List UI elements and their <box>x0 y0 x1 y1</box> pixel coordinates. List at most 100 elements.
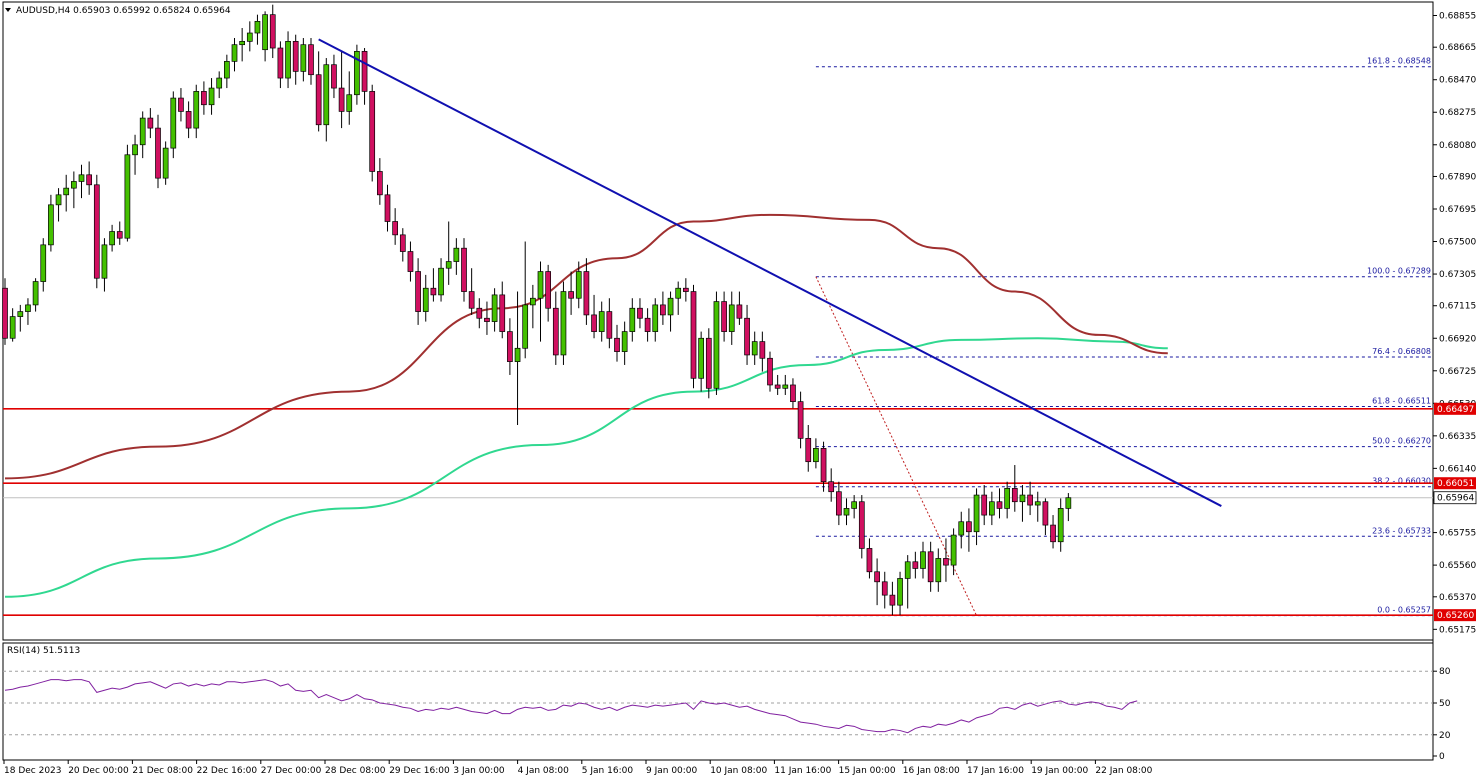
bullish-candle <box>17 311 24 317</box>
bearish-candle <box>468 291 475 309</box>
bullish-candle <box>988 501 995 516</box>
bearish-candle <box>331 64 337 89</box>
bullish-candle <box>1065 497 1072 509</box>
bullish-candle <box>629 307 636 332</box>
bearish-candle <box>858 501 865 549</box>
price-tick-label: 0.66725 <box>1439 367 1476 377</box>
bullish-candle <box>1057 508 1064 543</box>
rsi-tick-label: 80 <box>1439 667 1451 677</box>
trendline-layer <box>318 38 1222 507</box>
bearish-candle <box>155 127 161 179</box>
bullish-candle <box>48 204 54 246</box>
bearish-candle <box>86 174 93 186</box>
price-tick-label: 0.65560 <box>1439 561 1476 571</box>
bearish-candle <box>966 521 972 533</box>
bullish-candle <box>246 32 253 42</box>
current-price-tag <box>1433 491 1477 505</box>
price-tick-label: 0.66140 <box>1439 464 1476 474</box>
bullish-candle <box>422 287 429 312</box>
bullish-candle <box>139 117 146 146</box>
bearish-candle <box>484 317 490 322</box>
level-price-tag <box>1434 402 1476 415</box>
bearish-candle <box>943 558 949 566</box>
price-tick-label: 0.65755 <box>1439 529 1476 539</box>
bullish-candle <box>667 297 674 316</box>
time-tick-label: 10 Jan 08:00 <box>710 766 767 776</box>
bullish-candle <box>132 144 138 156</box>
bearish-candle <box>614 337 620 352</box>
bullish-candle <box>216 77 223 89</box>
fib-level-label: 23.6 - 0.65733 <box>1372 526 1431 535</box>
fib-level-label: 0.0 - 0.65257 <box>1377 606 1431 615</box>
bullish-candle <box>109 231 115 246</box>
bearish-candle <box>583 271 590 316</box>
bullish-candle <box>782 384 789 389</box>
bearish-candle <box>606 311 613 339</box>
bearish-candle <box>721 301 727 332</box>
bullish-candle <box>354 51 360 96</box>
price-tick-label: 0.67305 <box>1439 270 1476 280</box>
time-tick-label: 29 Dec 16:00 <box>389 766 450 776</box>
time-tick-label: 3 Jan 00:00 <box>453 766 505 776</box>
bullish-candle <box>621 331 628 352</box>
fib-level-label: 50.0 - 0.66270 <box>1372 437 1431 446</box>
bullish-candle <box>958 521 965 536</box>
price-tick-label: 0.68470 <box>1439 76 1476 86</box>
bullish-candle <box>1019 494 1026 503</box>
bearish-candle <box>1050 524 1056 543</box>
time-tick-label: 16 Jan 08:00 <box>903 766 960 776</box>
bullish-candle <box>285 41 291 79</box>
bullish-candle <box>25 304 31 312</box>
bullish-candle <box>973 494 980 533</box>
bearish-candle <box>736 304 743 319</box>
rsi-indicator: 80 50 20 0 <box>4 667 1451 762</box>
bearish-candle <box>338 87 345 112</box>
rsi-tick-label: 0 <box>1439 752 1445 762</box>
time-tick-label: 19 Jan 00:00 <box>1031 766 1088 776</box>
bullish-candle <box>713 301 720 389</box>
bullish-candle <box>813 448 819 463</box>
bearish-candle <box>2 287 8 339</box>
bullish-candle <box>124 154 131 239</box>
bullish-candle <box>193 91 200 129</box>
bullish-candle <box>560 291 567 356</box>
bullish-candle <box>522 304 529 349</box>
bearish-candle <box>147 117 154 129</box>
bearish-candle <box>790 384 796 402</box>
level-price-tag-text: 0.65260 <box>1437 611 1474 621</box>
moving-averages <box>4 213 1168 598</box>
bullish-candle <box>675 287 682 299</box>
time-tick-label: 28 Dec 08:00 <box>325 766 386 776</box>
bearish-candle <box>384 194 391 222</box>
bearish-candle <box>361 51 368 92</box>
bearish-candle <box>828 481 835 493</box>
price-tick-label: 0.66335 <box>1439 432 1476 442</box>
bullish-candle <box>32 281 39 306</box>
time-tick-label: 5 Jan 16:00 <box>582 766 634 776</box>
bullish-candle <box>55 194 62 206</box>
symbol-dropdown-icon[interactable] <box>5 8 11 12</box>
bearish-candle <box>820 448 827 483</box>
bullish-candle <box>9 316 16 339</box>
fib-level-label: 61.8 - 0.66511 <box>1372 396 1431 405</box>
time-tick-label: 17 Jan 16:00 <box>967 766 1024 776</box>
bullish-candle <box>1004 488 1011 509</box>
bullish-candle <box>346 94 353 112</box>
current-price-tag-text: 0.65964 <box>1437 494 1474 504</box>
bearish-candle <box>185 111 192 129</box>
bearish-candle <box>797 401 804 439</box>
rsi-line <box>4 679 1138 734</box>
bearish-candle <box>874 571 880 583</box>
bearish-candle <box>591 314 597 332</box>
bearish-candle <box>277 47 284 79</box>
bearish-candle <box>744 317 750 356</box>
bullish-candle <box>262 14 268 51</box>
bearish-candle <box>292 41 299 72</box>
bullish-candle <box>239 41 245 46</box>
level-price-tag <box>1434 477 1476 490</box>
time-tick-label: 15 Jan 00:00 <box>839 766 896 776</box>
bullish-candle <box>537 271 544 299</box>
price-tick-label: 0.67500 <box>1439 238 1476 248</box>
bearish-candle <box>415 271 421 312</box>
